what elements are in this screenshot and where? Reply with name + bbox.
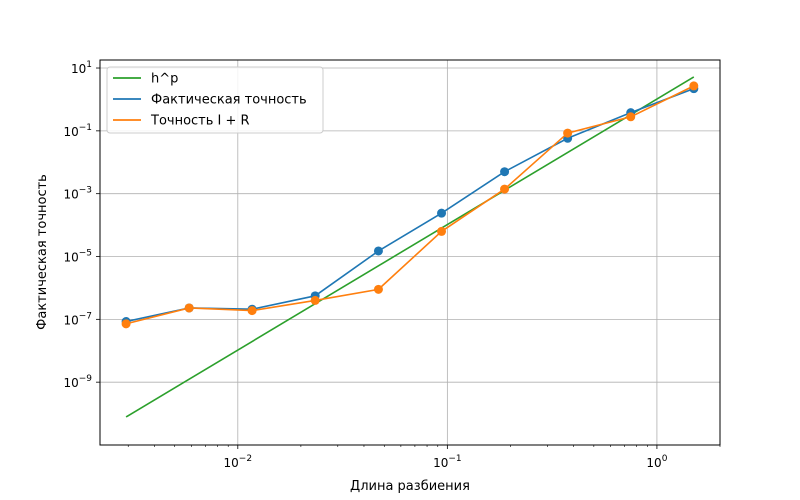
x-tick-label-2: 100 bbox=[646, 454, 667, 470]
series-2-point-1 bbox=[184, 303, 194, 313]
y-axis-label: Фактическая точность bbox=[35, 174, 50, 330]
x-tick-label-0: 10−2 bbox=[224, 454, 253, 470]
y-tick-label-3: 10−3 bbox=[63, 186, 92, 202]
y-tick-label-3-base: 10 bbox=[63, 188, 78, 202]
y-tick-label-4-base: 10 bbox=[63, 125, 78, 139]
legend-label-ir-accuracy: Точность I + R bbox=[150, 114, 250, 129]
series-1-point-4 bbox=[373, 246, 383, 256]
x-tick-label-1: 10−1 bbox=[433, 454, 462, 470]
y-tick-label-4-exponent: −1 bbox=[79, 123, 92, 133]
series-2-line bbox=[125, 85, 695, 325]
x-tick-label-1-exponent: −1 bbox=[448, 454, 461, 464]
x-axis-label: Длина разбиения bbox=[350, 479, 470, 494]
y-tick-label-5-exponent: 1 bbox=[86, 60, 92, 70]
x-tick-label-2-exponent: 0 bbox=[662, 454, 668, 464]
y-tick-label-0-base: 10 bbox=[63, 376, 78, 390]
plot-frame bbox=[99, 59, 721, 446]
y-tick-label-2: 10−5 bbox=[63, 249, 92, 265]
series-2-point-7 bbox=[563, 128, 573, 138]
legend-label-actual-accuracy: Фактическая точность bbox=[151, 93, 307, 108]
y-tick-label-5: 101 bbox=[71, 60, 92, 76]
x-tick-label-1-base: 10 bbox=[433, 456, 448, 470]
series-layer bbox=[121, 76, 699, 418]
series-2-point-3 bbox=[310, 295, 320, 305]
y-tick-label-1: 10−7 bbox=[63, 311, 92, 327]
y-tick-label-5-base: 10 bbox=[71, 62, 86, 76]
series-0-line bbox=[125, 76, 695, 418]
legend: h^p Фактическая точность Точность I + R bbox=[106, 66, 324, 134]
y-tick-label-3-exponent: −3 bbox=[79, 186, 92, 196]
legend-box bbox=[106, 66, 324, 134]
series-2-point-5 bbox=[437, 226, 447, 236]
series-2-point-2 bbox=[247, 306, 257, 316]
legend-label-h-p: h^p bbox=[151, 72, 178, 87]
y-tick-label-0: 10−9 bbox=[63, 374, 92, 390]
y-tick-label-4: 10−1 bbox=[63, 123, 92, 139]
series-2-point-9 bbox=[689, 81, 699, 91]
series-1-point-5 bbox=[437, 208, 447, 218]
series-2-point-8 bbox=[626, 112, 636, 122]
y-tick-label-0-exponent: −9 bbox=[79, 374, 93, 384]
series-1-point-6 bbox=[500, 167, 510, 177]
y-tick-label-1-exponent: −7 bbox=[79, 311, 92, 321]
x-tick-label-0-exponent: −2 bbox=[239, 454, 252, 464]
x-tick-label-2-base: 10 bbox=[646, 456, 661, 470]
y-tick-label-2-exponent: −5 bbox=[79, 249, 92, 259]
series-2-point-6 bbox=[500, 184, 510, 194]
y-tick-label-2-base: 10 bbox=[63, 251, 78, 265]
y-tick-label-1-base: 10 bbox=[63, 313, 78, 327]
x-tick-label-0-base: 10 bbox=[224, 456, 239, 470]
series-2-point-4 bbox=[373, 284, 383, 294]
series-2-point-0 bbox=[121, 319, 131, 329]
